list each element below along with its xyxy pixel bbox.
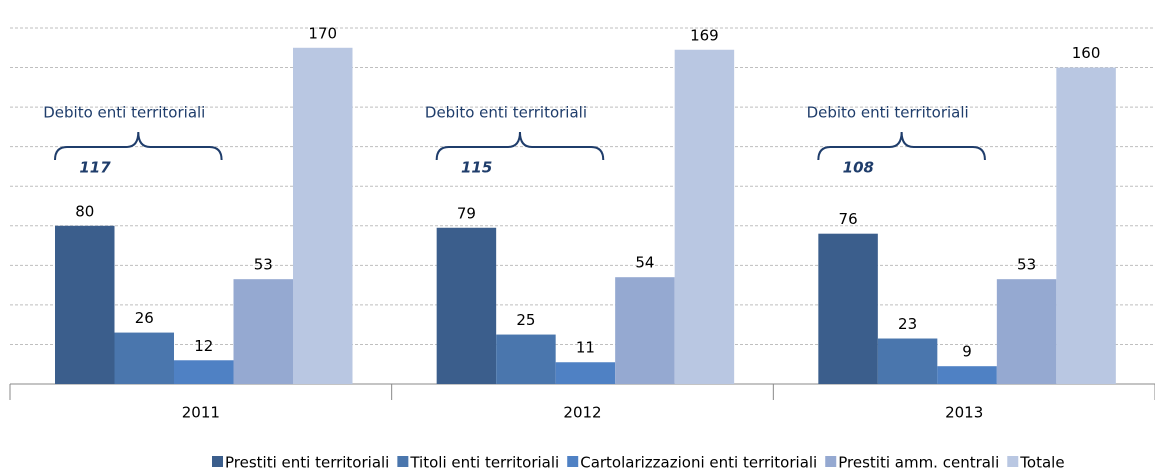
data-label: 53 bbox=[1017, 256, 1036, 274]
annotation-value: 117 bbox=[79, 159, 111, 177]
data-label: 25 bbox=[516, 311, 535, 329]
bar bbox=[233, 279, 293, 384]
x-tick-label: 2011 bbox=[182, 404, 220, 422]
data-label: 11 bbox=[576, 339, 595, 357]
annotation-text: Debito enti territoriali bbox=[807, 104, 969, 122]
legend-swatch bbox=[1007, 456, 1019, 467]
data-label: 79 bbox=[457, 204, 476, 222]
x-tick-label: 2013 bbox=[945, 404, 983, 422]
bar bbox=[436, 227, 497, 384]
bar bbox=[937, 366, 997, 384]
data-label: 169 bbox=[690, 26, 719, 44]
data-label: 53 bbox=[254, 256, 273, 274]
legend-label: Prestiti amm. centrali bbox=[838, 454, 999, 470]
legend-label: Totale bbox=[1019, 454, 1064, 470]
bar bbox=[55, 225, 115, 384]
bar bbox=[615, 277, 675, 384]
legend-label: Prestiti enti territoriali bbox=[225, 454, 389, 470]
bar bbox=[555, 362, 616, 384]
data-label: 80 bbox=[75, 202, 94, 220]
annotation-text: Debito enti territoriali bbox=[425, 104, 587, 122]
data-label: 12 bbox=[194, 337, 213, 355]
legend-label: Titoli enti territoriali bbox=[409, 454, 559, 470]
bar bbox=[877, 338, 938, 384]
brace bbox=[435, 131, 605, 161]
legend-swatch bbox=[825, 456, 837, 467]
data-label: 170 bbox=[308, 24, 337, 42]
legend-swatch bbox=[212, 456, 223, 467]
bar bbox=[674, 49, 735, 384]
bar bbox=[1056, 67, 1116, 385]
legend-swatch bbox=[567, 456, 579, 467]
data-label: 160 bbox=[1072, 44, 1101, 62]
data-label: 76 bbox=[839, 210, 858, 228]
annotation-value: 115 bbox=[461, 159, 492, 177]
data-label: 23 bbox=[898, 315, 917, 333]
data-label: 26 bbox=[135, 309, 154, 327]
annotation-value: 108 bbox=[843, 159, 874, 177]
data-label: 54 bbox=[635, 254, 654, 272]
brace bbox=[817, 131, 986, 161]
legend-label: Cartolarizzazioni enti territoriali bbox=[580, 454, 817, 470]
bar bbox=[174, 360, 234, 384]
bar bbox=[293, 47, 353, 385]
bar bbox=[496, 334, 556, 384]
bar bbox=[996, 279, 1057, 384]
x-tick-label: 2012 bbox=[563, 404, 601, 422]
data-label: 9 bbox=[962, 343, 972, 361]
annotation-text: Debito enti territoriali bbox=[43, 104, 205, 122]
brace bbox=[54, 131, 223, 161]
bar bbox=[818, 233, 878, 384]
bar bbox=[114, 332, 174, 384]
legend-swatch bbox=[397, 456, 409, 467]
